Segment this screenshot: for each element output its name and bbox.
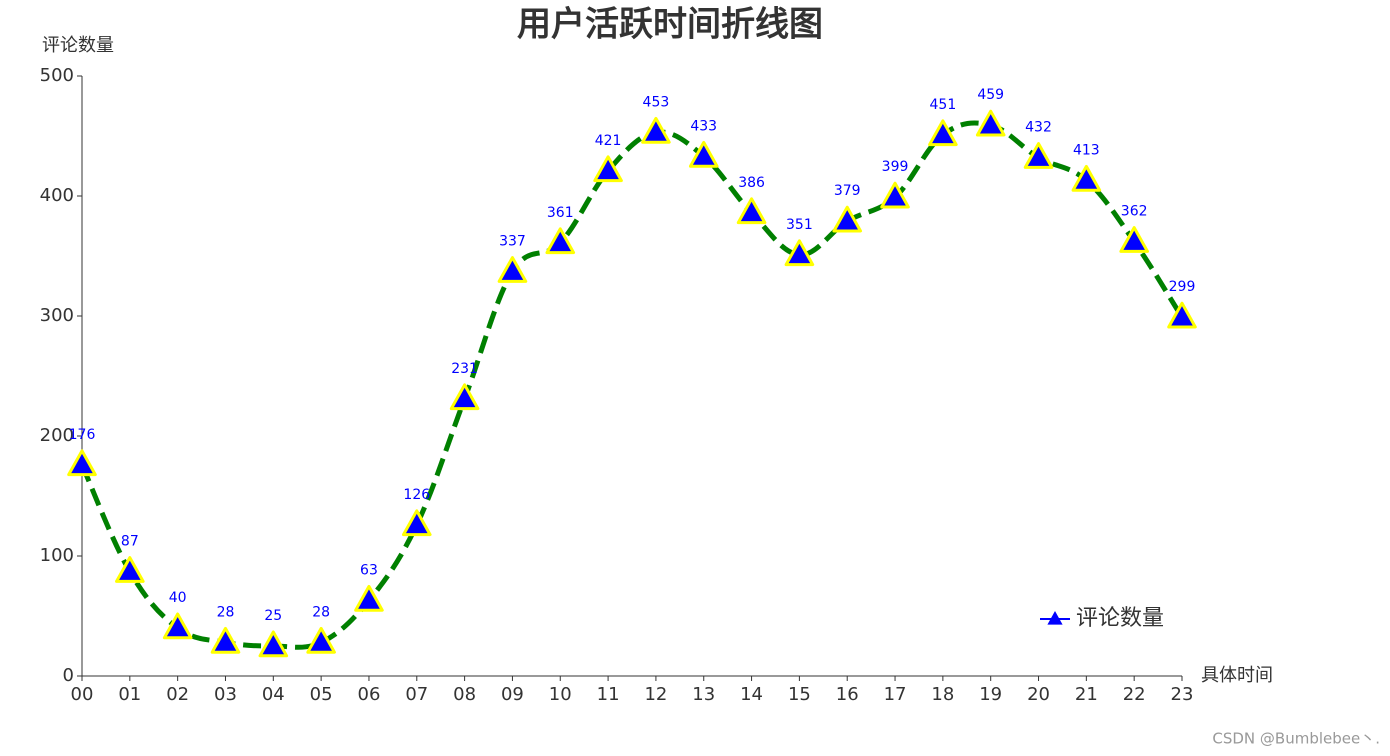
marker xyxy=(1023,142,1054,169)
watermark: CSDN @Bumblebee丶. xyxy=(1212,730,1380,748)
marker xyxy=(67,449,97,477)
x-tick-label: 20 xyxy=(1027,684,1050,705)
data-label: 25 xyxy=(264,608,282,624)
marker xyxy=(306,626,336,654)
x-tick-label: 01 xyxy=(118,684,141,705)
marker xyxy=(641,116,671,144)
y-tick-label: 500 xyxy=(40,65,74,86)
chart-title: 用户活跃时间折线图 xyxy=(517,5,823,45)
marker xyxy=(880,181,910,209)
x-tick-label: 12 xyxy=(644,684,667,705)
marker xyxy=(784,239,815,267)
data-label: 40 xyxy=(169,590,187,606)
marker xyxy=(210,626,241,654)
data-label: 337 xyxy=(499,234,526,250)
data-label: 231 xyxy=(451,361,478,377)
marker xyxy=(1071,164,1102,192)
y-tick-label: 200 xyxy=(40,425,74,446)
marker xyxy=(1167,301,1197,329)
marker xyxy=(736,197,767,225)
data-label: 362 xyxy=(1121,204,1148,220)
data-label: 28 xyxy=(312,604,330,620)
legend-label: 评论数量 xyxy=(1076,606,1164,631)
marker xyxy=(258,630,289,658)
marker xyxy=(115,556,145,583)
x-tick-label: 04 xyxy=(262,684,285,705)
data-label: 299 xyxy=(1169,279,1196,295)
marker xyxy=(449,383,480,411)
x-tick-label: 02 xyxy=(166,684,189,705)
x-tick-label: 10 xyxy=(549,684,572,705)
data-label: 176 xyxy=(69,427,96,443)
marker xyxy=(1119,226,1149,253)
data-label: 421 xyxy=(595,133,622,149)
y-tick-label: 300 xyxy=(40,305,74,326)
marker xyxy=(162,612,193,640)
data-label: 28 xyxy=(217,604,235,620)
marker xyxy=(928,119,958,147)
x-tick-label: 16 xyxy=(836,684,859,705)
data-label: 433 xyxy=(690,118,717,134)
x-tick-label: 13 xyxy=(692,684,715,705)
marker xyxy=(354,584,384,612)
marker xyxy=(545,227,576,255)
x-tick-label: 22 xyxy=(1123,684,1146,705)
data-label: 63 xyxy=(360,562,378,578)
data-label: 87 xyxy=(121,534,139,550)
x-tick-label: 07 xyxy=(405,684,428,705)
x-tick-label: 00 xyxy=(71,684,94,705)
x-tick-label: 14 xyxy=(740,684,763,705)
x-tick-label: 06 xyxy=(358,684,381,705)
y-tick-label: 400 xyxy=(40,185,74,206)
x-tick-label: 19 xyxy=(979,684,1002,705)
marker xyxy=(688,140,719,168)
data-label: 386 xyxy=(738,175,765,191)
data-label: 351 xyxy=(786,217,813,233)
data-label: 459 xyxy=(977,87,1004,103)
x-tick-label: 18 xyxy=(931,684,954,705)
data-label: 453 xyxy=(643,94,670,110)
marker xyxy=(975,109,1006,137)
x-tick-label: 11 xyxy=(597,684,620,705)
data-label: 432 xyxy=(1025,120,1052,136)
data-label: 361 xyxy=(547,205,574,221)
marker xyxy=(832,205,863,233)
x-tick-label: 23 xyxy=(1171,684,1194,705)
line xyxy=(79,120,1185,650)
data-label: 399 xyxy=(882,159,909,175)
x-tick-label: 03 xyxy=(214,684,237,705)
marker xyxy=(497,256,528,283)
y-tick-label: 0 xyxy=(63,665,74,686)
data-label: 126 xyxy=(403,487,430,503)
x-tick-label: 17 xyxy=(884,684,907,705)
x-axis-label: 具体时间 xyxy=(1201,665,1273,686)
data-label: 379 xyxy=(834,183,861,199)
y-axis-label: 评论数量 xyxy=(42,35,114,56)
data-label: 413 xyxy=(1073,142,1100,158)
legend-marker xyxy=(1047,611,1063,625)
marker xyxy=(593,155,623,183)
y-tick-label: 100 xyxy=(40,545,74,566)
x-tick-label: 05 xyxy=(310,684,333,705)
data-label: 451 xyxy=(930,97,957,113)
x-tick-label: 15 xyxy=(788,684,811,705)
x-tick-label: 21 xyxy=(1075,684,1098,705)
x-tick-label: 08 xyxy=(453,684,476,705)
marker xyxy=(401,509,432,537)
x-tick-label: 09 xyxy=(501,684,524,705)
